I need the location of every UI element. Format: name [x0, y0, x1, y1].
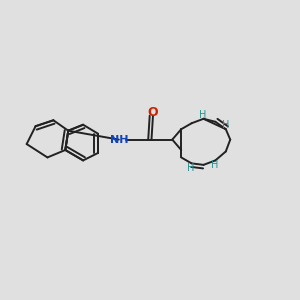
Text: NH: NH — [110, 135, 128, 145]
Text: H: H — [187, 164, 195, 173]
Text: H: H — [222, 120, 230, 130]
Text: H: H — [199, 110, 207, 120]
Text: H: H — [211, 160, 218, 170]
Text: O: O — [148, 106, 158, 119]
